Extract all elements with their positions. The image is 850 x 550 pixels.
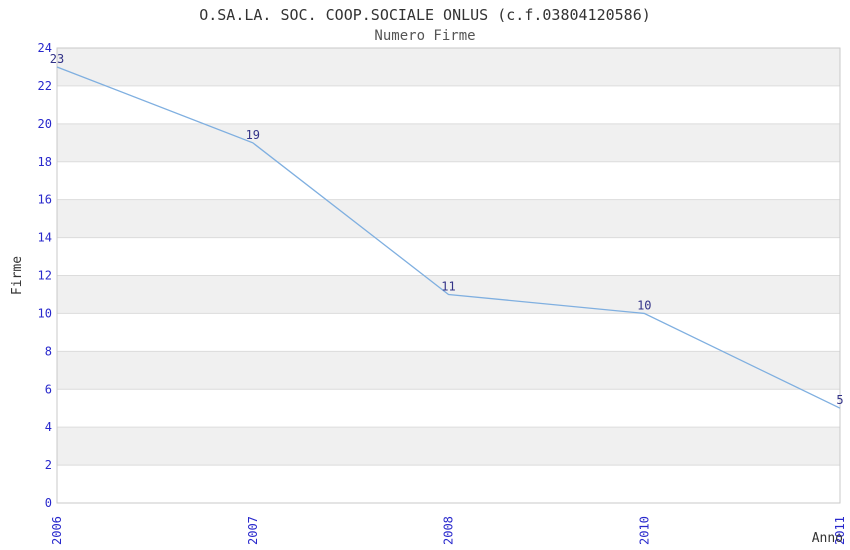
x-tick-label: 2011 [833,516,847,545]
plot-band [57,427,840,466]
y-tick-label: 8 [45,344,52,358]
y-tick-label: 10 [38,306,52,320]
plot-border [56,47,841,504]
y-tick-label: 14 [38,231,52,245]
data-point-label: 11 [441,280,455,294]
y-tick-label: 16 [38,193,52,207]
y-tick-label: 4 [45,420,52,434]
data-point-label: 5 [836,393,843,407]
y-tick-label: 2 [45,458,52,472]
plot-band [57,351,840,390]
plot-band [57,199,840,238]
x-tick-label: 2008 [442,516,456,545]
y-tick-label: 20 [38,117,52,131]
chart-subtitle: Numero Firme [374,28,476,44]
plot-band [57,123,840,162]
x-tick-label: 2007 [246,516,260,545]
y-tick-label: 0 [45,496,52,510]
x-axis-title: Anno [812,531,843,546]
y-tick-label: 6 [45,382,52,396]
x-tick-label: 2006 [50,516,64,545]
data-point-label: 19 [246,128,260,142]
data-point-label: 10 [637,298,651,312]
data-line [56,66,841,409]
y-tick-label: 24 [38,41,52,55]
y-tick-label: 18 [38,155,52,169]
y-tick-label: 12 [38,269,52,283]
chart-title: O.SA.LA. SOC. COOP.SOCIALE ONLUS (c.f.03… [199,6,651,24]
data-point-label: 23 [50,52,64,66]
x-tick-label: 2010 [637,516,651,545]
y-axis-title: Firme [10,256,25,295]
y-tick-label: 22 [38,79,52,93]
plot-band [57,48,840,86]
